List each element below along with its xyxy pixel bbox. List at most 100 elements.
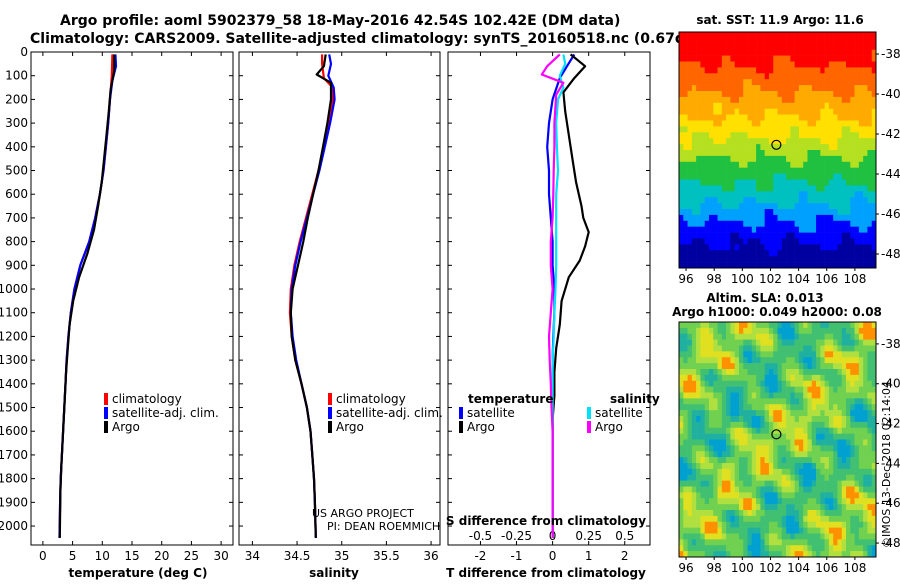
map-cell <box>683 322 688 329</box>
map-cell <box>790 144 795 151</box>
map-cell <box>811 232 817 239</box>
map-cell <box>738 327 744 335</box>
map-cell <box>756 480 761 487</box>
map-cell <box>841 150 847 157</box>
map-cell <box>803 79 808 86</box>
map-cell <box>717 262 723 269</box>
map-cell <box>713 351 718 358</box>
map-cell <box>700 498 705 505</box>
map-cell <box>683 533 688 540</box>
map-cell <box>687 250 693 257</box>
map-cell <box>798 392 804 399</box>
map-cell <box>854 369 860 376</box>
map-cell <box>691 32 697 39</box>
map-cell <box>700 262 705 269</box>
map-cell <box>687 545 693 552</box>
map-cell <box>858 539 864 546</box>
map-cell <box>756 322 761 329</box>
map-cell <box>803 492 808 499</box>
map-cell <box>773 351 778 358</box>
map-cell <box>833 132 838 139</box>
map-cell <box>781 85 787 92</box>
map-cell <box>807 333 813 340</box>
map-cell <box>807 498 813 505</box>
map-cell <box>854 73 860 80</box>
map-cell <box>768 404 774 411</box>
map-cell <box>773 67 778 74</box>
map-cell <box>811 545 817 552</box>
series-line <box>540 53 565 538</box>
map-cell <box>713 226 718 233</box>
map-cell <box>713 150 718 157</box>
map-cell <box>811 486 817 493</box>
map-cell <box>794 468 800 476</box>
x-tick-label: -2 <box>474 549 486 563</box>
map-cell <box>798 32 804 39</box>
map-cell <box>704 32 710 39</box>
map-cell <box>700 345 705 352</box>
map-cell <box>768 244 774 251</box>
map-cell <box>794 73 800 80</box>
map-cell <box>846 463 851 470</box>
map-cell <box>833 445 838 452</box>
map-cell <box>858 545 864 552</box>
y-tick-label: 1700 <box>0 448 28 462</box>
map-cell <box>717 232 723 239</box>
map-cell <box>867 351 873 358</box>
map-cell <box>713 37 718 45</box>
map-cell <box>850 220 855 227</box>
map-cell <box>704 510 710 517</box>
map-cell <box>850 43 855 50</box>
map-cell <box>824 322 830 329</box>
map-cell <box>867 333 873 340</box>
map-cell <box>824 250 830 257</box>
map-cell <box>768 43 774 50</box>
map-cell <box>803 96 808 104</box>
map-cell <box>768 386 774 393</box>
map-cell <box>820 357 825 364</box>
map-cell <box>854 515 860 523</box>
map-cell <box>803 197 808 204</box>
map-cell <box>871 120 877 127</box>
map-cell <box>768 527 774 534</box>
map-cell <box>841 161 847 168</box>
map-cell <box>871 327 877 335</box>
map-cell <box>777 380 783 387</box>
map-cell <box>713 173 718 180</box>
map-cell <box>726 345 731 352</box>
map-cell <box>790 374 795 382</box>
map-cell <box>704 150 710 157</box>
map-cell <box>751 369 757 376</box>
map-cell <box>786 114 791 121</box>
map-cell <box>768 392 774 399</box>
map-cell <box>738 427 744 434</box>
map-cell <box>790 486 795 493</box>
map-cell <box>687 197 693 204</box>
map-cell <box>867 126 873 133</box>
map-cell <box>863 527 868 534</box>
x-tick-label: 2 <box>621 549 629 563</box>
map-cell <box>777 220 783 227</box>
map-cell <box>846 427 851 434</box>
map-cell <box>679 155 684 163</box>
map-cell <box>717 197 723 204</box>
map-cell <box>816 256 821 263</box>
map-cell <box>811 85 817 92</box>
map-cell <box>717 120 723 127</box>
map-cell <box>837 533 843 540</box>
map-cell <box>820 515 825 523</box>
map-cell <box>794 232 800 239</box>
map-cell <box>734 226 740 233</box>
map-cell <box>871 37 877 45</box>
map-cell <box>803 67 808 74</box>
map-cell <box>743 191 748 198</box>
map-cell <box>738 480 744 487</box>
map-cell <box>841 250 847 257</box>
map-cell <box>828 498 834 505</box>
map-cell <box>704 416 710 423</box>
map-cell <box>696 32 701 39</box>
map-cell <box>721 150 727 157</box>
map-cell <box>777 102 783 109</box>
map-cell <box>798 421 804 429</box>
map-cell <box>708 421 714 429</box>
